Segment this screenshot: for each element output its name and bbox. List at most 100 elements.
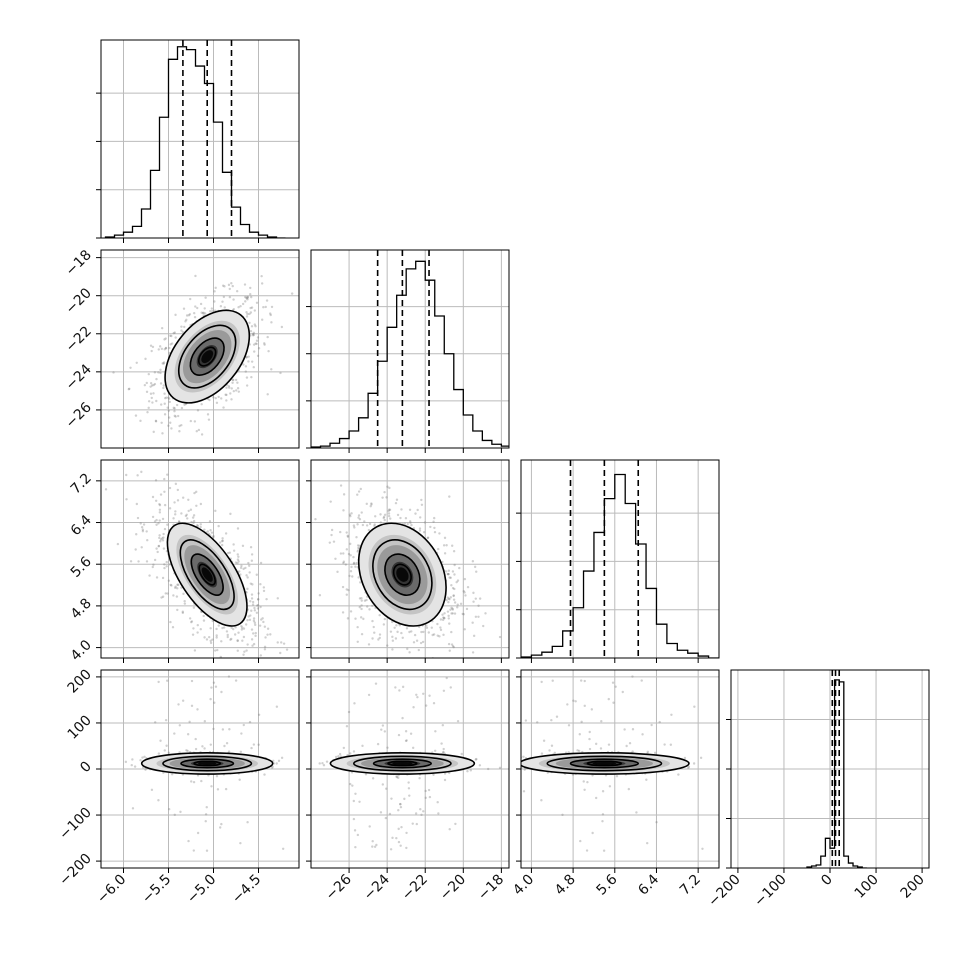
scatter-point [415, 693, 418, 696]
scatter-point [220, 822, 223, 826]
scatter-point [209, 627, 212, 630]
contour-line [372, 539, 433, 611]
scatter-point [177, 583, 180, 587]
scatter-point [398, 624, 401, 627]
scatter-point [189, 508, 193, 511]
scatter-point [432, 516, 436, 520]
scatter-point [215, 401, 219, 405]
scatter-point [328, 541, 332, 544]
scatter-point [200, 779, 203, 783]
scatter-point [247, 564, 251, 567]
scatter-point [349, 782, 352, 786]
scatter-point [169, 421, 172, 424]
scatter-point [401, 685, 405, 689]
y-tick-label: −200 [56, 851, 95, 890]
scatter-point [163, 348, 166, 351]
scatter-point [233, 633, 237, 636]
scatter-point [374, 515, 377, 518]
scatter-point [472, 600, 475, 603]
scatter-point [229, 512, 232, 516]
scatter-point [174, 336, 177, 339]
scatter-point [203, 720, 207, 723]
density-clip-group [521, 675, 704, 852]
scatter-point [252, 617, 256, 620]
scatter-point [137, 560, 140, 563]
scatter-point [349, 752, 352, 755]
scatter-point [352, 561, 356, 565]
scatter-point [262, 586, 266, 589]
scatter-point [399, 844, 402, 847]
scatter-point [370, 666, 372, 668]
scatter-point [158, 345, 162, 348]
scatter-point [442, 689, 446, 693]
scatter-point [262, 589, 266, 593]
scatter-point [383, 659, 385, 661]
scatter-point [222, 295, 226, 299]
scatter-point [388, 508, 392, 512]
scatter-point [262, 620, 265, 624]
y-tick-label: 7.2 [68, 470, 95, 497]
scatter-point [408, 794, 411, 797]
scatter-point [250, 325, 254, 328]
scatter-point [422, 630, 425, 634]
scatter-point [242, 723, 245, 727]
scatter-point [162, 361, 166, 364]
scatter-point [168, 486, 172, 490]
scatter-point [465, 607, 469, 611]
scatter-point [221, 300, 224, 303]
scatter-point [209, 639, 212, 642]
scatter-point [362, 617, 365, 621]
scatter-point [234, 378, 238, 382]
scatter-point [163, 503, 167, 507]
scatter-point [471, 651, 475, 654]
scatter-point [360, 599, 363, 602]
scatter-point [166, 473, 169, 476]
scatter-point [453, 612, 457, 615]
scatter-point [683, 756, 687, 760]
scatter-point [368, 608, 371, 611]
scatter-point [244, 370, 247, 373]
scatter-point [163, 749, 166, 752]
scatter-point [183, 403, 186, 406]
scatter-point [252, 333, 255, 337]
scatter-point [248, 312, 251, 316]
scatter-point [250, 306, 254, 309]
scatter-point [190, 620, 194, 623]
scatter-point [116, 542, 120, 546]
scatter-point [365, 502, 368, 506]
scatter-point [249, 614, 252, 617]
scatter-point [411, 822, 414, 825]
scatter-point [408, 508, 412, 511]
scatter-point [188, 617, 192, 620]
scatter-point [280, 641, 283, 644]
scatter-point [220, 690, 223, 694]
scatter-point [249, 582, 253, 585]
scatter-point [239, 750, 243, 753]
scatter-point [207, 418, 211, 421]
scatter-point [285, 648, 289, 651]
scatter-point [158, 536, 161, 540]
scatter-point [203, 528, 206, 531]
scatter-point [426, 536, 430, 539]
scatter-point [388, 812, 392, 816]
scatter-point [341, 585, 345, 589]
scatter-point [245, 355, 248, 359]
scatter-point [431, 633, 434, 637]
scatter-point [360, 607, 363, 611]
scatter-point [420, 681, 422, 683]
scatter-point [344, 563, 348, 566]
scatter-point [418, 777, 421, 780]
corner-panel [306, 249, 510, 453]
scatter-point [240, 564, 243, 568]
scatter-point [353, 526, 356, 529]
scatter-point [452, 594, 455, 597]
scatter-point [449, 596, 453, 599]
scatter-point [420, 503, 424, 506]
contour-line [197, 346, 217, 367]
scatter-point [221, 537, 224, 540]
scatter-point [345, 588, 348, 591]
scatter-point [478, 597, 482, 600]
scatter-point [250, 746, 253, 750]
scatter-point [135, 533, 138, 536]
scatter-point [151, 345, 155, 349]
